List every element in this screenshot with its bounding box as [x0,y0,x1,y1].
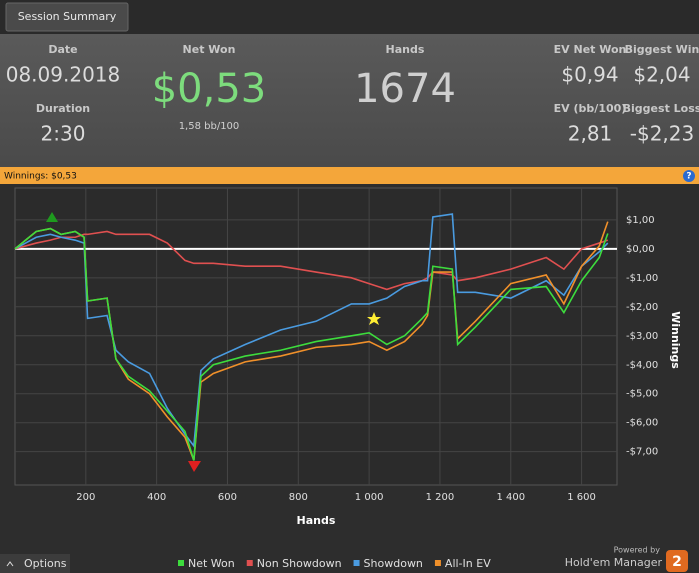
stat-value: -$2,23 [630,122,694,146]
stat-value: 2:30 [41,122,86,146]
x-tick-label: 1 400 [496,492,525,503]
stat-label: Duration [36,102,90,115]
series-line [14,227,609,461]
y-tick-label: -$2,00 [626,302,658,313]
series-line [14,213,609,448]
tab-label[interactable]: Session Summary [18,10,117,23]
stat-value: $2,04 [633,63,690,87]
x-tick-label: 800 [289,492,308,503]
section-title: Winnings: $0,53 [4,172,77,182]
y-tick-label: -$4,00 [626,360,658,371]
legend-label: Non Showdown [257,557,342,570]
x-tick-label: 1 600 [567,492,596,503]
stat-label: Biggest Loss [623,102,699,115]
y-axis-label: Winnings [669,311,682,369]
x-tick-label: 200 [76,492,95,503]
brand-logo-num: 2 [672,554,682,570]
legend-swatch [353,560,360,566]
legend-swatch [178,560,184,566]
y-tick-label: -$1,00 [626,273,658,284]
stat-label: Date [48,43,77,56]
y-tick-label: -$7,00 [626,447,658,458]
y-tick-label: -$6,00 [626,418,658,429]
x-axis-label: Hands [297,514,336,527]
series-line [14,230,609,291]
y-tick-label: -$3,00 [626,331,658,342]
min-marker [188,461,201,472]
stat-value: 2,81 [568,122,613,146]
stat-label: Biggest Win [625,43,699,56]
y-tick-label: -$5,00 [626,389,658,400]
brand-logo [666,550,688,572]
stats-panel [0,34,699,167]
help-icon[interactable] [683,170,695,182]
tab[interactable] [5,2,129,32]
stat-label: EV (bb/100) [554,102,627,115]
x-tick-label: 1 200 [426,492,455,503]
options-caret[interactable] [6,561,14,567]
legend-label: All-In EV [445,557,491,570]
legend-swatch [434,560,441,566]
legend-label: Net Won [188,557,235,570]
max-marker [46,212,58,222]
legend-label: Showdown [364,557,423,570]
x-tick-label: 600 [218,492,237,503]
x-tick-label: 400 [147,492,166,503]
star-marker [367,312,381,325]
help-icon-glyph[interactable]: ? [686,172,691,182]
stat-value: $0,94 [561,63,618,87]
x-tick-label: 1 000 [355,492,384,503]
options-button[interactable] [0,554,70,573]
stat-label: Hands [386,43,425,56]
section-bar [0,167,699,184]
legend-swatch [246,560,253,566]
stat-value: 1674 [354,66,456,112]
powered-by: Powered by [614,546,661,555]
y-tick-label: $0,00 [626,244,655,255]
stat-label: Net Won [183,43,236,56]
plot-area [14,187,618,486]
stat-sub: 1,58 bb/100 [179,121,240,132]
brand: Hold'em Manager [565,556,663,569]
y-tick-label: $1,00 [626,215,655,226]
options-label[interactable]: Options [24,557,67,570]
stat-value: $0,53 [152,66,267,112]
stat-label: EV Net Won [554,43,627,56]
stat-value: 08.09.2018 [6,63,121,87]
